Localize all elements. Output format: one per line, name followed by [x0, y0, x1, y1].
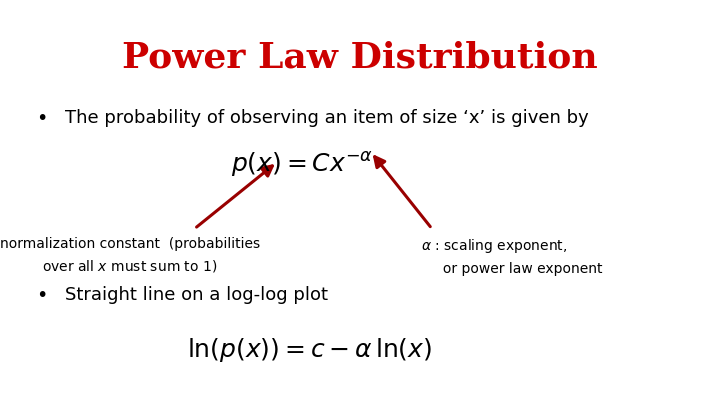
- Text: Straight line on a log-log plot: Straight line on a log-log plot: [65, 286, 328, 303]
- Text: $p(x) = Cx^{-\alpha}$: $p(x) = Cx^{-\alpha}$: [231, 149, 374, 179]
- Text: $\mathrm{ln}(p(x)) = c - \alpha\,\mathrm{ln}(x)$: $\mathrm{ln}(p(x)) = c - \alpha\,\mathrm…: [187, 336, 432, 364]
- Text: normalization constant  (probabilities
over all $x$ must sum to 1): normalization constant (probabilities ov…: [0, 237, 260, 275]
- Text: •: •: [36, 109, 48, 128]
- Text: The probability of observing an item of size ‘x’ is given by: The probability of observing an item of …: [65, 109, 588, 127]
- Text: $\alpha$ : scaling exponent,
     or power law exponent: $\alpha$ : scaling exponent, or power la…: [421, 237, 603, 275]
- Text: •: •: [36, 286, 48, 305]
- Text: Power Law Distribution: Power Law Distribution: [122, 40, 598, 75]
